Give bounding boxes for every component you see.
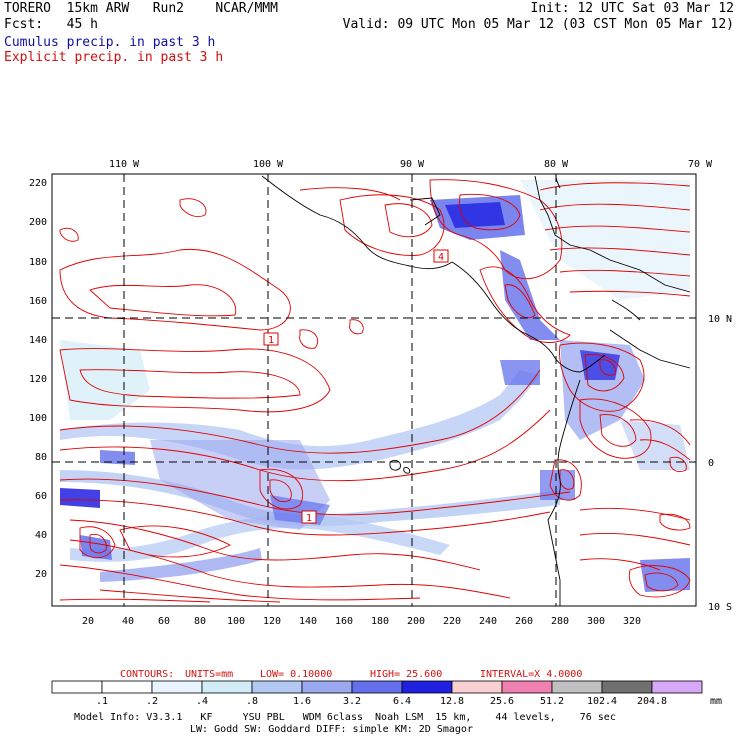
lon-label: 90 W: [400, 159, 425, 170]
colorbar-swatch: [251, 680, 303, 694]
colorbar-level: .2: [146, 696, 158, 707]
explicit-legend: Explicit precip. in past 3 h: [4, 50, 224, 65]
x-tick: 260: [515, 616, 533, 627]
contours-high: HIGH= 25.600: [370, 669, 442, 680]
y-tick: 40: [35, 530, 47, 541]
lon-label: 110 W: [109, 159, 140, 170]
colorbar-swatch: [151, 680, 203, 694]
lat-label: 10 S: [708, 602, 732, 613]
contours-label: CONTOURS:: [120, 669, 174, 680]
y-tick-labels: 220 200 180 160 140 120 100 80 60 40 20: [29, 178, 47, 580]
title-line: TORERO 15km ARW Run2 NCAR/MMM: [4, 1, 278, 16]
coastlines: [261, 175, 691, 606]
x-tick: 220: [443, 616, 461, 627]
y-tick: 200: [29, 217, 47, 228]
colorbar-level: 3.2: [343, 696, 361, 707]
x-tick: 100: [227, 616, 245, 627]
lat-labels: 10 N 0 10 S: [708, 314, 732, 613]
colorbar-swatch: [501, 680, 553, 694]
contours-units: UNITS=mm: [185, 669, 233, 680]
y-tick: 120: [29, 374, 47, 385]
y-tick: 20: [35, 569, 47, 580]
x-tick: 200: [407, 616, 425, 627]
x-tick: 160: [335, 616, 353, 627]
colorbar-swatch: [451, 680, 503, 694]
colorbar-swatch: [401, 680, 453, 694]
model-info: Model Info: V3.3.1 KF YSU PBL WDM 6class…: [74, 712, 616, 723]
colorbar-level: .1: [96, 696, 108, 707]
x-tick: 240: [479, 616, 497, 627]
colorbar-level: .8: [246, 696, 258, 707]
colorbar-swatch: [201, 680, 253, 694]
cumulus-legend: Cumulus precip. in past 3 h: [4, 35, 216, 50]
contours-info: CONTOURS: UNITS=mm LOW= 0.10000 HIGH= 25…: [120, 669, 582, 680]
x-tick: 40: [122, 616, 134, 627]
contours-interval: INTERVAL=X 4.0000: [480, 669, 582, 680]
y-tick: 180: [29, 257, 47, 268]
x-tick: 300: [587, 616, 605, 627]
colorbar-level: 1.6: [293, 696, 311, 707]
colorbar-swatch: [101, 680, 153, 694]
lon-label: 70 W: [688, 159, 713, 170]
forecast-hour: Fcst: 45 h: [4, 17, 98, 32]
y-tick: 220: [29, 178, 47, 189]
colorbar-level: 204.8: [637, 696, 667, 707]
lon-label: 100 W: [253, 159, 284, 170]
colorbar-level: .4: [196, 696, 208, 707]
contour-label: 1: [306, 513, 312, 524]
precip-fill: [60, 180, 690, 592]
colorbar-level: 6.4: [393, 696, 411, 707]
x-tick: 320: [623, 616, 641, 627]
colorbar-swatch: [51, 680, 103, 694]
x-tick: 140: [299, 616, 317, 627]
contour-label: 1: [268, 335, 274, 346]
contours-low: LOW= 0.10000: [260, 669, 332, 680]
y-tick: 140: [29, 335, 47, 346]
colorbar-level: 51.2: [540, 696, 564, 707]
lat-label: 0: [708, 458, 714, 469]
x-tick: 20: [82, 616, 94, 627]
y-tick: 60: [35, 491, 47, 502]
physics-info: LW: Godd SW: Goddard DIFF: simple KM: 2D…: [190, 724, 473, 735]
lon-label: 80 W: [544, 159, 569, 170]
x-tick: 80: [194, 616, 206, 627]
y-tick: 80: [35, 452, 47, 463]
colorbar-level: 102.4: [587, 696, 617, 707]
explicit-contours: [59, 179, 691, 603]
x-tick: 280: [551, 616, 569, 627]
colorbar-swatch: [351, 680, 403, 694]
colorbar-level: 12.8: [440, 696, 464, 707]
x-tick-labels: 20 40 60 80 100 120 140 160 180 200 220 …: [82, 616, 641, 627]
colorbar-unit: mm: [710, 696, 722, 707]
colorbar-level: 25.6: [490, 696, 514, 707]
init-time: Init: 12 UTC Sat 03 Mar 12: [530, 1, 735, 16]
contour-label: 4: [438, 252, 444, 263]
colorbar-swatch: [301, 680, 353, 694]
lat-label: 10 N: [708, 314, 732, 325]
colorbar-swatch: [601, 680, 653, 694]
colorbar-swatch: [551, 680, 603, 694]
contour-label-boxes: 1 4 1: [263, 249, 449, 524]
y-tick: 100: [29, 413, 47, 424]
grid-lines: [52, 174, 696, 606]
valid-time: Valid: 09 UTC Mon 05 Mar 12 (03 CST Mon …: [342, 17, 734, 32]
colorbar-swatch: [651, 680, 703, 694]
lon-labels: 110 W 100 W 90 W 80 W 70 W: [109, 159, 713, 170]
x-tick: 120: [263, 616, 281, 627]
x-tick: 60: [158, 616, 170, 627]
x-tick: 180: [371, 616, 389, 627]
colorbar: .1 .2 .4 .8 1.6 3.2 6.4 12.8 25.6 51.2 102.4 204.8 m…: [51, 680, 722, 707]
y-tick: 160: [29, 296, 47, 307]
